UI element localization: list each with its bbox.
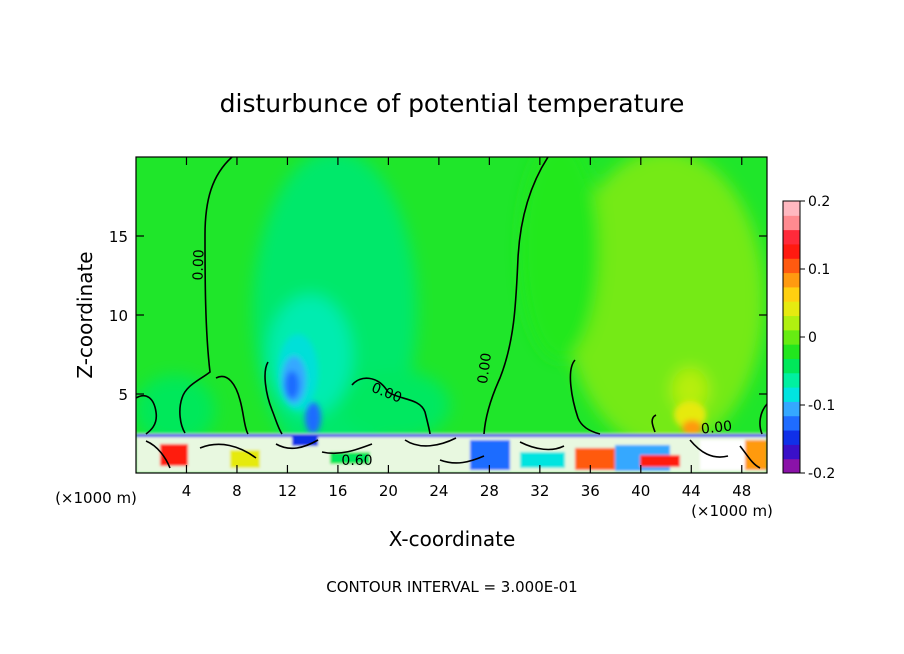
x-tick-label: 48 bbox=[732, 482, 751, 500]
colorbar-swatch bbox=[783, 415, 800, 431]
x-tick-label: 4 bbox=[182, 482, 192, 500]
contour-label: 0.00 bbox=[700, 418, 733, 437]
colorbar-swatch bbox=[783, 401, 800, 417]
colorbar-tick-label: -0.2 bbox=[808, 466, 835, 482]
x-tick-label: 24 bbox=[429, 482, 448, 500]
plot-area: 0.00 0.00 0.00 0.00 0.60 bbox=[136, 157, 767, 473]
contour-labels: 0.00 0.00 0.00 0.00 0.60 bbox=[190, 249, 732, 469]
colorbar-swatch bbox=[783, 201, 800, 216]
colorbar-swatch bbox=[783, 229, 800, 245]
colorbar-swatch bbox=[783, 272, 800, 288]
colorbar-swatch bbox=[783, 315, 800, 331]
colorbar-swatch bbox=[783, 444, 800, 460]
colorbar-tick-label: 0.2 bbox=[808, 194, 830, 210]
colorbar-swatch bbox=[783, 344, 800, 359]
colorbar-swatch bbox=[783, 286, 800, 302]
colorbar-swatch bbox=[783, 243, 800, 259]
x-unit-left: (×1000 m) bbox=[55, 489, 137, 507]
colorbar-swatch bbox=[783, 430, 800, 445]
y-tick-label: 15 bbox=[109, 228, 128, 246]
colorbar-swatch bbox=[783, 358, 800, 374]
x-tick-label: 36 bbox=[581, 482, 600, 500]
field-cold-core bbox=[278, 334, 706, 436]
colorbar-swatch bbox=[783, 372, 800, 388]
x-tick-label: 20 bbox=[379, 482, 398, 500]
colorbar-swatch bbox=[783, 458, 800, 474]
colorbar-swatch bbox=[783, 215, 800, 231]
contour-label: 0.00 bbox=[475, 352, 495, 385]
colorbar-tick-label: 0.1 bbox=[808, 262, 830, 278]
contour-lines bbox=[136, 157, 767, 469]
x-tick-label: 44 bbox=[682, 482, 701, 500]
x-tick-label: 32 bbox=[530, 482, 549, 500]
colorbar: 0.2 0.1 0 -0.1 -0.2 bbox=[782, 194, 835, 482]
x-tick-label: 12 bbox=[278, 482, 297, 500]
contour-label: 0.00 bbox=[190, 249, 207, 281]
y-tick-label: 10 bbox=[109, 307, 128, 325]
x-tick-label: 16 bbox=[328, 482, 347, 500]
x-unit-right: (×1000 m) bbox=[691, 502, 773, 520]
contour-label: 0.60 bbox=[341, 453, 372, 469]
x-tick-label: 28 bbox=[480, 482, 499, 500]
contour-interval-note: CONTOUR INTERVAL = 3.000E-01 bbox=[326, 578, 577, 596]
x-axis-label: X-coordinate bbox=[389, 527, 516, 551]
x-tick-label: 40 bbox=[631, 482, 650, 500]
x-tick-label: 8 bbox=[232, 482, 242, 500]
chart-title: disturbunce of potential temperature bbox=[220, 89, 685, 118]
colorbar-swatch bbox=[783, 301, 800, 317]
y-tick-label: 5 bbox=[118, 386, 128, 404]
colorbar-tick-label: -0.1 bbox=[808, 398, 835, 414]
y-axis-label: Z-coordinate bbox=[73, 251, 97, 378]
colorbar-tick-label: 0 bbox=[808, 330, 817, 346]
surface-layer bbox=[136, 433, 767, 473]
colorbar-swatch bbox=[783, 387, 800, 402]
colorbar-swatch bbox=[783, 258, 800, 274]
colorbar-swatch bbox=[783, 329, 800, 345]
